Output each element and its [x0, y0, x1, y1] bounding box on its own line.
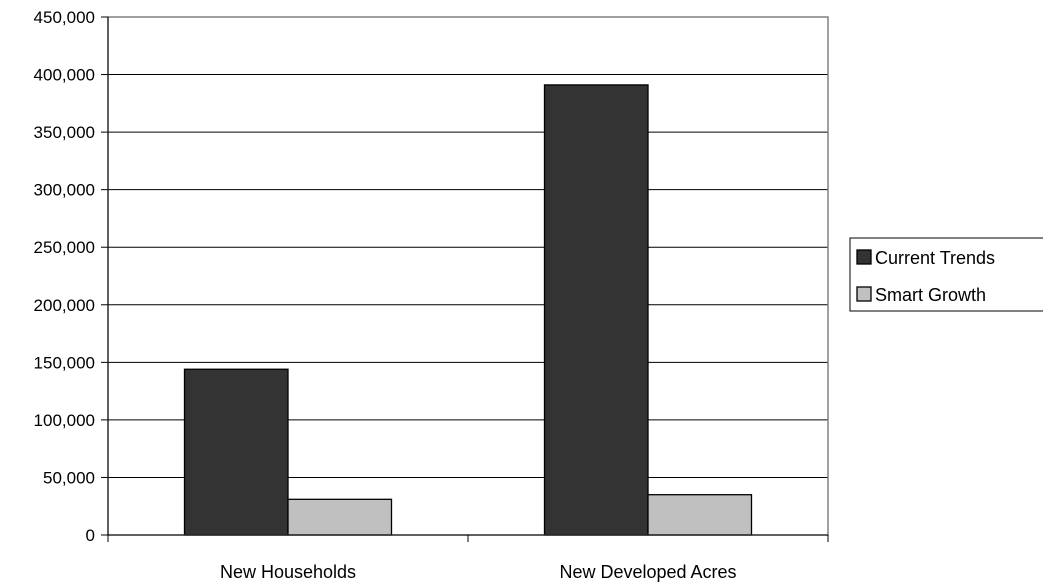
y-tick-label: 150,000	[34, 353, 95, 372]
y-axis: 0 50,000 100,000 150,000 200,000 250,000 300,0…	[34, 8, 109, 545]
bar-smart-growth	[287, 498, 393, 536]
y-tick-label: 300,000	[34, 181, 95, 200]
legend: Current Trends Smart Growth	[849, 237, 1043, 312]
legend-label: Current Trends	[875, 248, 995, 268]
legend-swatch	[856, 249, 872, 265]
y-tick-label: 0	[86, 526, 95, 545]
bars	[183, 84, 753, 536]
y-tick-label: 100,000	[34, 411, 95, 430]
y-tick-label: 400,000	[34, 66, 95, 85]
y-tick-label: 350,000	[34, 123, 95, 142]
y-tick-label: 50,000	[43, 468, 95, 487]
x-axis: New Households New Developed Acres	[107, 534, 829, 582]
legend-label: Smart Growth	[875, 285, 986, 305]
y-tick-label: 200,000	[34, 296, 95, 315]
x-category-label: New Households	[220, 562, 356, 582]
bar-current-trends	[543, 84, 649, 536]
legend-box	[849, 237, 1043, 312]
x-category-label: New Developed Acres	[559, 562, 736, 582]
bar-current-trends	[183, 368, 289, 536]
legend-swatch	[856, 286, 872, 302]
y-tick-label: 450,000	[34, 8, 95, 27]
y-tick-label: 250,000	[34, 238, 95, 257]
bar-smart-growth	[647, 494, 753, 536]
